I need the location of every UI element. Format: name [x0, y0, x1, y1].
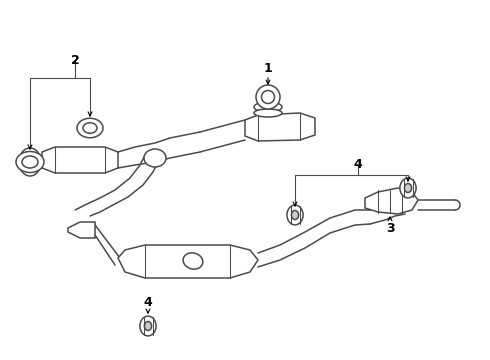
Text: 4: 4: [144, 296, 152, 309]
Ellipse shape: [77, 118, 103, 138]
Text: 1: 1: [264, 62, 272, 75]
Ellipse shape: [254, 109, 282, 117]
Ellipse shape: [24, 154, 36, 170]
Polygon shape: [245, 113, 315, 141]
Ellipse shape: [83, 123, 97, 133]
Ellipse shape: [144, 149, 166, 167]
Polygon shape: [365, 188, 418, 214]
Polygon shape: [42, 147, 118, 173]
Ellipse shape: [183, 253, 203, 269]
Ellipse shape: [292, 211, 298, 220]
Ellipse shape: [254, 102, 282, 112]
Ellipse shape: [287, 205, 303, 225]
Text: 2: 2: [71, 54, 79, 67]
Polygon shape: [68, 222, 95, 238]
Ellipse shape: [140, 316, 156, 336]
Ellipse shape: [22, 156, 38, 168]
Ellipse shape: [19, 148, 41, 176]
Ellipse shape: [400, 178, 416, 198]
Ellipse shape: [256, 85, 280, 109]
Ellipse shape: [16, 152, 44, 172]
Polygon shape: [118, 245, 258, 278]
Text: 4: 4: [354, 158, 363, 171]
Ellipse shape: [262, 90, 274, 104]
Ellipse shape: [404, 184, 412, 193]
Ellipse shape: [145, 321, 151, 330]
Text: 3: 3: [386, 221, 394, 234]
